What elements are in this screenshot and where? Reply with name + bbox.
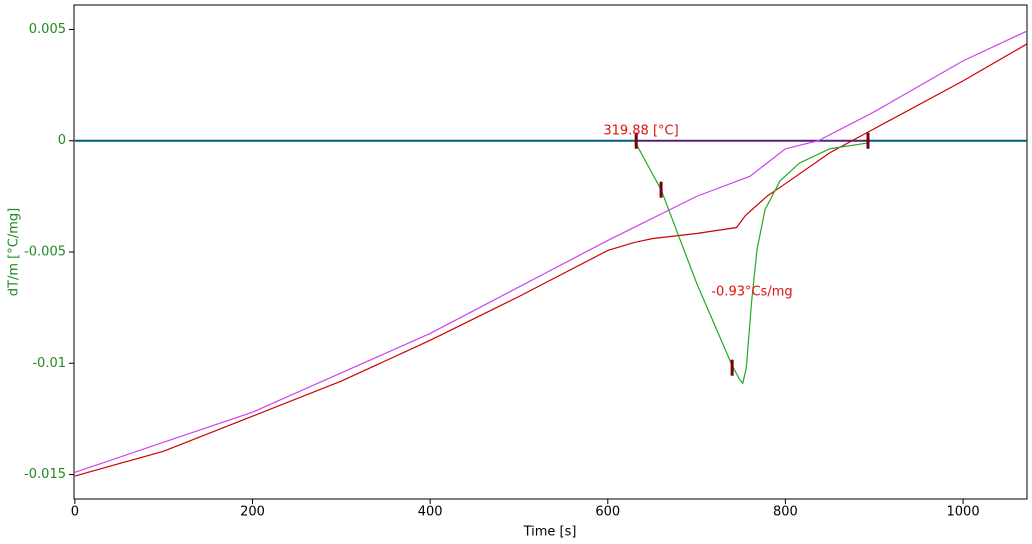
marker (659, 181, 663, 198)
x-tick-label: 0 (71, 505, 79, 520)
x-axis-label: Time [s] (523, 525, 577, 540)
marker (866, 132, 870, 149)
y-tick-label: -0.01 (32, 356, 66, 371)
x-tick-label: 200 (240, 505, 265, 520)
plot-frame (73, 4, 1028, 500)
y-axis-label: dT/m [°C/mg] (7, 208, 22, 296)
x-tick-label: 400 (418, 505, 443, 520)
x-tick-label: 600 (595, 505, 620, 520)
y-tick-label: -0.005 (24, 245, 66, 260)
y-tick-label: 0.005 (29, 22, 66, 37)
y-tick-label: -0.015 (24, 467, 66, 482)
data-line (633, 140, 869, 385)
x-tick-label: 800 (773, 505, 798, 520)
data-line (74, 30, 1028, 473)
x-tick-label: 1000 (947, 505, 980, 520)
data-line (74, 43, 1028, 477)
marker (634, 132, 638, 149)
annotation: -0.93°Cs/mg (711, 285, 792, 300)
y-tick-label: 0 (58, 133, 66, 148)
marker (730, 359, 734, 376)
annotation: 319.88 [°C] (603, 124, 678, 139)
